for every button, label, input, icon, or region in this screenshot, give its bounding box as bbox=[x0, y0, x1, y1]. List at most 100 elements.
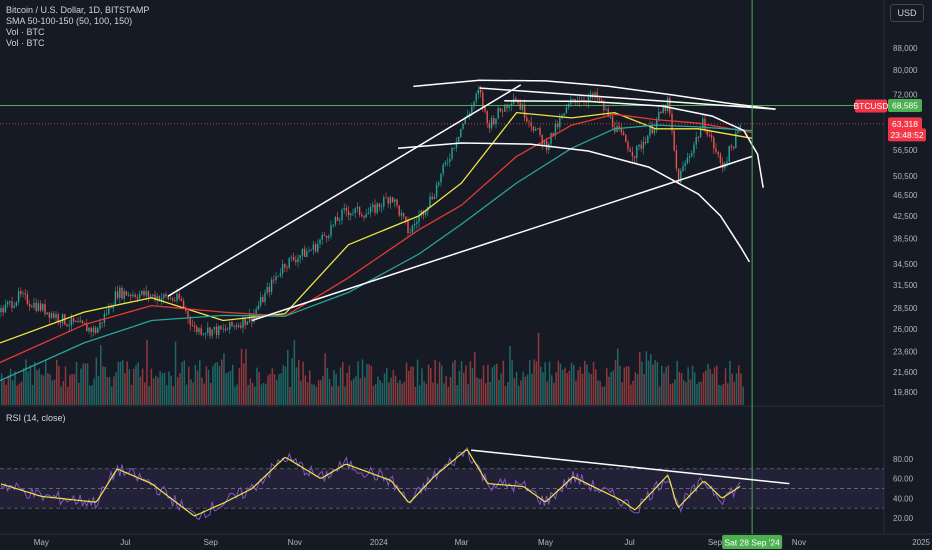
volume-bar bbox=[518, 385, 520, 405]
candle-body bbox=[17, 291, 20, 302]
candle-body bbox=[138, 294, 141, 299]
volume-bar bbox=[742, 386, 744, 405]
candle-body bbox=[92, 327, 95, 333]
candle-body bbox=[33, 302, 35, 308]
price-tick-label: 38,500 bbox=[893, 235, 918, 244]
candle-body bbox=[642, 141, 645, 149]
candle-body bbox=[226, 329, 229, 331]
candle-body bbox=[306, 251, 308, 257]
currency-button[interactable]: USD bbox=[890, 4, 924, 22]
volume-bar bbox=[650, 354, 652, 405]
volume-bar bbox=[64, 366, 67, 405]
volume-bar bbox=[474, 352, 476, 405]
volume-bar bbox=[243, 363, 245, 405]
candle-body bbox=[332, 224, 334, 226]
volume-bar bbox=[630, 384, 632, 405]
candle-body bbox=[207, 327, 209, 333]
volume-bar bbox=[342, 362, 344, 405]
volume-bar bbox=[718, 384, 720, 405]
symbol-badge-bg bbox=[855, 99, 887, 113]
volume-bar bbox=[282, 365, 285, 405]
candle-body bbox=[691, 153, 693, 156]
volume-bar bbox=[368, 364, 370, 405]
rsi-tick-label: 80.00 bbox=[893, 455, 914, 464]
candle-body bbox=[706, 129, 708, 135]
volume-bar bbox=[731, 373, 733, 405]
candle-body bbox=[149, 295, 152, 297]
volume-bar bbox=[709, 368, 711, 405]
volume-bar bbox=[350, 380, 353, 405]
candle-body bbox=[70, 317, 73, 326]
volume-bar bbox=[269, 374, 271, 405]
candle-body bbox=[484, 107, 486, 112]
volume-bar bbox=[471, 368, 474, 405]
volume-bar bbox=[559, 363, 562, 405]
volume-bar bbox=[161, 373, 164, 405]
candle-body bbox=[323, 234, 326, 236]
candle-body bbox=[356, 206, 359, 209]
candle-body bbox=[218, 325, 220, 335]
candle-body bbox=[361, 214, 363, 217]
volume-bar bbox=[537, 332, 540, 405]
candle-body bbox=[77, 321, 79, 323]
volume-bar bbox=[216, 362, 219, 405]
candle-body bbox=[405, 216, 407, 221]
volume-bar bbox=[183, 360, 186, 405]
candle-body bbox=[598, 98, 601, 101]
candle-body bbox=[246, 321, 249, 325]
candle-body bbox=[451, 148, 453, 159]
volume-bar bbox=[570, 362, 573, 405]
volume-bar bbox=[20, 381, 23, 405]
volume-bar bbox=[454, 359, 456, 405]
candle-body bbox=[147, 291, 150, 297]
candle-body bbox=[341, 209, 343, 221]
candle-body bbox=[204, 333, 207, 334]
volume-bar bbox=[509, 346, 511, 405]
candle-body bbox=[180, 298, 183, 301]
candle-body bbox=[550, 132, 552, 144]
volume-bar bbox=[240, 348, 243, 405]
volume-bar bbox=[95, 357, 98, 405]
candle-body bbox=[57, 314, 59, 322]
candle-body bbox=[655, 119, 658, 129]
volume-bar bbox=[727, 383, 729, 405]
time-tick-label: Sep bbox=[708, 538, 723, 547]
price-tick-label: 19,800 bbox=[893, 388, 918, 397]
volume-bar bbox=[476, 377, 478, 405]
volume-bar bbox=[344, 386, 346, 405]
candle-body bbox=[279, 273, 282, 276]
candle-body bbox=[187, 311, 189, 319]
candle-body bbox=[284, 264, 286, 268]
candle-body bbox=[394, 199, 396, 202]
volume-bar bbox=[667, 365, 670, 405]
volume-bar bbox=[207, 369, 210, 405]
candle-body bbox=[94, 327, 97, 333]
time-tick-label: Mar bbox=[455, 538, 469, 547]
candle-body bbox=[255, 309, 257, 314]
volume-bar bbox=[610, 372, 612, 405]
volume-bar bbox=[392, 370, 395, 405]
volume-bar bbox=[353, 378, 355, 405]
rsi-line bbox=[0, 446, 741, 521]
candle-body bbox=[374, 204, 376, 213]
sma-line-sma150 bbox=[0, 124, 753, 382]
candle-body bbox=[686, 157, 689, 164]
volume-bar bbox=[124, 373, 126, 405]
volume-bar bbox=[410, 366, 412, 405]
volume-bar bbox=[262, 383, 265, 405]
volume-bar bbox=[137, 362, 139, 405]
price-tick-label: 42,500 bbox=[893, 212, 918, 221]
volume-bar bbox=[370, 366, 373, 405]
volume-bar bbox=[700, 381, 703, 405]
candle-body bbox=[673, 130, 675, 151]
volume-bar bbox=[199, 360, 201, 405]
candle-body bbox=[697, 137, 700, 138]
volume-bar bbox=[25, 359, 27, 405]
volume-bar bbox=[113, 376, 115, 405]
candle-body bbox=[457, 136, 460, 142]
candle-body bbox=[196, 326, 198, 332]
candle-body bbox=[530, 122, 532, 127]
volume-bar bbox=[34, 362, 36, 405]
candle-body bbox=[112, 305, 114, 309]
